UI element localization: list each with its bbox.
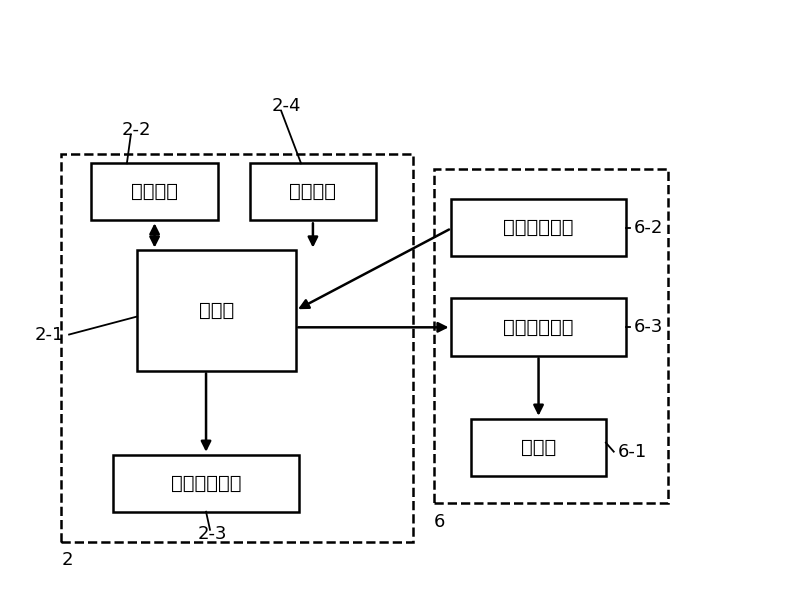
Text: 2: 2: [61, 551, 73, 569]
Text: 2-3: 2-3: [198, 525, 228, 543]
Bar: [434, 169, 667, 502]
Bar: [61, 154, 414, 542]
Text: 2-2: 2-2: [122, 121, 151, 139]
Text: 2-1: 2-1: [34, 326, 64, 343]
Text: 参数设置单元: 参数设置单元: [171, 474, 242, 493]
Text: 显示单元: 显示单元: [290, 182, 337, 202]
Text: 电动驱动机构: 电动驱动机构: [503, 317, 574, 337]
Text: 6-1: 6-1: [618, 443, 647, 460]
Text: 高度检测单元: 高度检测单元: [503, 219, 574, 238]
Bar: [137, 250, 295, 370]
Bar: [250, 163, 376, 220]
Bar: [471, 418, 606, 476]
Text: 升降杆: 升降杆: [521, 438, 556, 457]
Bar: [91, 163, 218, 220]
Text: 控制器: 控制器: [198, 301, 234, 320]
Text: 2-4: 2-4: [272, 97, 302, 115]
Bar: [451, 199, 626, 256]
Text: 存储单元: 存储单元: [131, 182, 178, 202]
Text: 6-3: 6-3: [634, 319, 663, 336]
Bar: [114, 455, 299, 512]
Text: 6: 6: [434, 513, 446, 531]
Bar: [451, 298, 626, 356]
Text: 6-2: 6-2: [634, 219, 663, 238]
